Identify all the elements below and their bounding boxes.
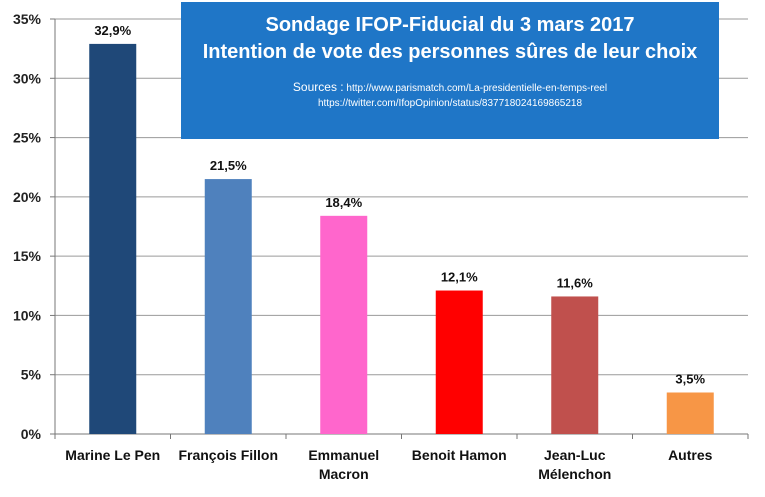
source-link[interactable]: https://twitter.com/IfopOpinion/status/8… (317, 98, 583, 109)
bar (89, 43, 137, 435)
chart-subtitle: Intention de vote des personnes sûres de… (202, 41, 698, 63)
bar (551, 296, 599, 434)
chart-title: Sondage IFOP-Fiducial du 3 mars 2017 (265, 14, 635, 36)
bar (666, 392, 714, 434)
x-tick-label-line: Macron (319, 466, 369, 482)
x-tick-label-line: Mélenchon (538, 466, 611, 482)
x-tick-label: Emmanuel Macron (308, 447, 379, 482)
y-tick-label: 5% (21, 367, 42, 383)
y-tick-label: 15% (13, 248, 42, 264)
x-tick-label: Marine Le Pen (65, 447, 160, 463)
data-label: 12,1% (441, 270, 478, 285)
x-tick-label: Benoit Hamon (412, 447, 507, 463)
y-tick-label: 0% (21, 426, 42, 442)
y-tick-label: 20% (13, 189, 42, 205)
bar (204, 179, 252, 434)
data-label: 32,9% (94, 23, 131, 38)
x-tick-label: Jean-Luc Mélenchon (538, 447, 611, 482)
y-tick-label: 25% (13, 130, 42, 146)
x-tick-label-line: Jean-Luc (544, 447, 606, 463)
y-tick-label: 35% (13, 11, 42, 27)
x-tick-label: François Fillon (178, 447, 278, 463)
x-tick-label-line: Emmanuel (308, 447, 379, 463)
data-label: 3,5% (675, 372, 705, 387)
sources-label: Sources : (292, 80, 344, 94)
data-label: 21,5% (210, 158, 247, 173)
bar (435, 290, 483, 434)
sources: Sources : http://www.parismatch.com/La-p… (181, 80, 719, 111)
title-box: Sondage IFOP-Fiducial du 3 mars 2017 Int… (181, 2, 719, 139)
x-tick-label: Autres (668, 447, 713, 463)
x-tick-label-line: Benoit Hamon (412, 447, 507, 463)
data-label: 18,4% (325, 195, 362, 210)
x-tick-label-line: Marine Le Pen (65, 447, 160, 463)
y-tick-label: 30% (13, 70, 42, 86)
x-tick-label-line: François Fillon (178, 447, 278, 463)
bar (320, 215, 368, 434)
x-tick-label-line: Autres (668, 447, 713, 463)
source-link[interactable]: http://www.parismatch.com/La-presidentie… (346, 83, 608, 94)
data-label: 11,6% (557, 275, 594, 290)
y-tick-label: 10% (13, 307, 42, 323)
